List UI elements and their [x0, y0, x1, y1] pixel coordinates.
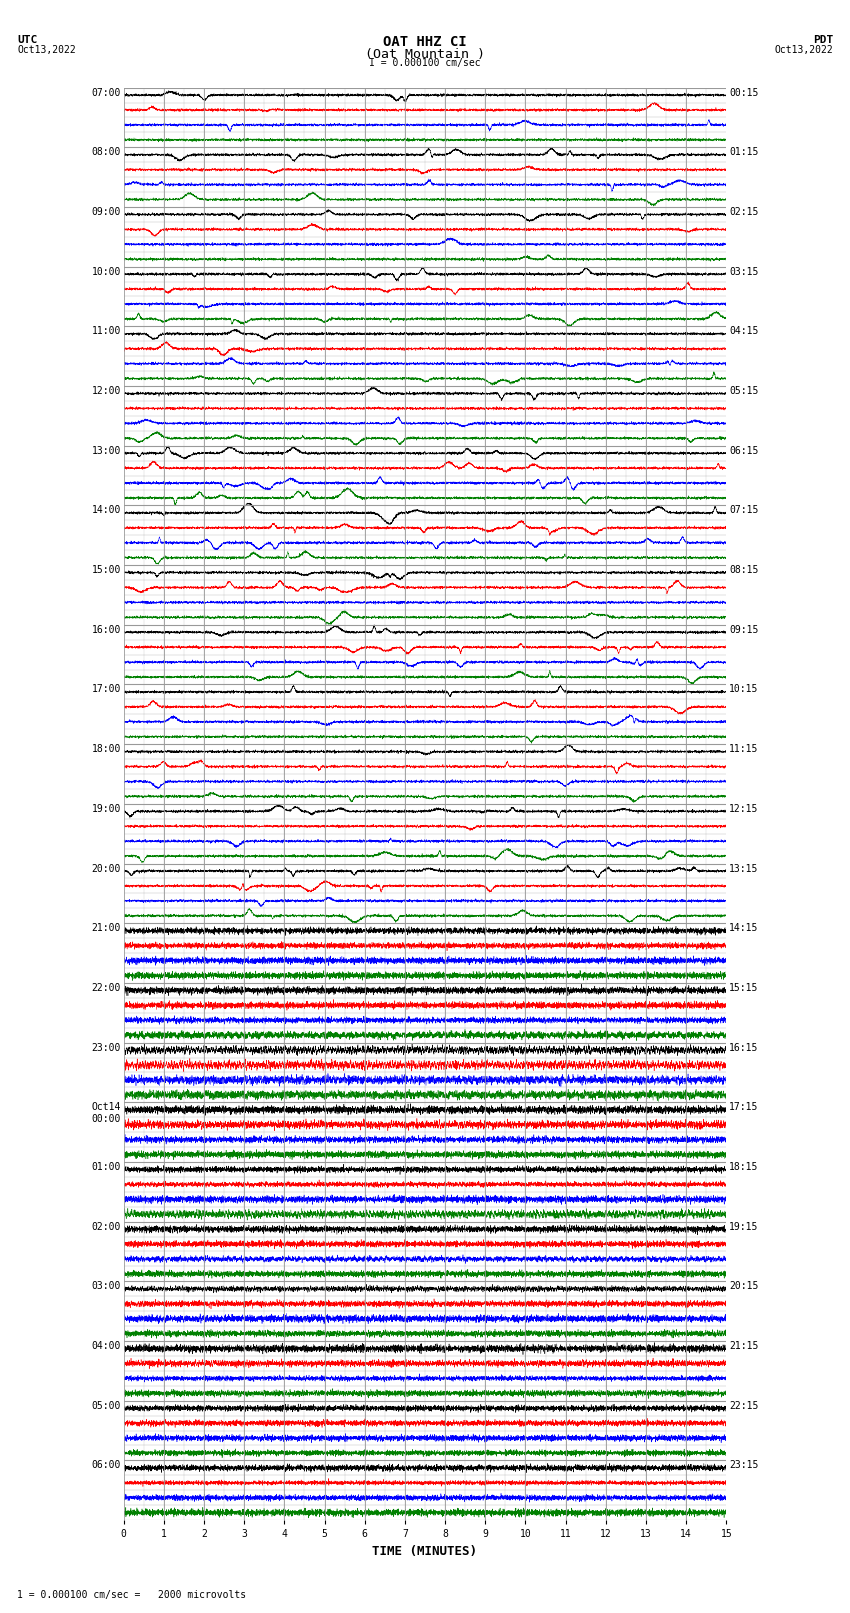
Text: (Oat Mountain ): (Oat Mountain ): [365, 47, 485, 61]
Text: 1 = 0.000100 cm/sec =   2000 microvolts: 1 = 0.000100 cm/sec = 2000 microvolts: [17, 1590, 246, 1600]
X-axis label: TIME (MINUTES): TIME (MINUTES): [372, 1545, 478, 1558]
Text: PDT: PDT: [813, 35, 833, 45]
Text: Oct13,2022: Oct13,2022: [774, 45, 833, 55]
Text: Oct13,2022: Oct13,2022: [17, 45, 76, 55]
Text: I = 0.000100 cm/sec: I = 0.000100 cm/sec: [369, 58, 481, 68]
Text: UTC: UTC: [17, 35, 37, 45]
Text: OAT HHZ CI: OAT HHZ CI: [383, 35, 467, 48]
